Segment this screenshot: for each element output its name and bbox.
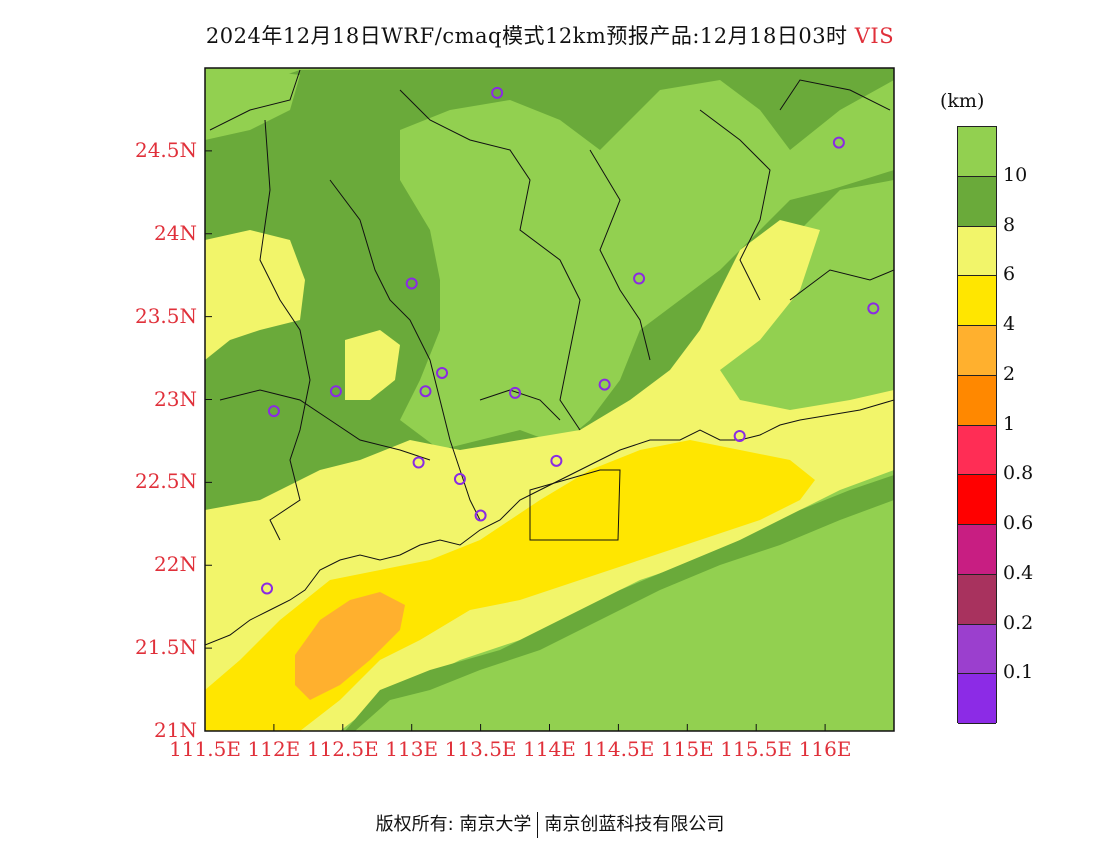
colorbar-segment [958, 475, 996, 525]
station-marker [633, 272, 646, 285]
y-tick-label: 22.5N [134, 469, 197, 494]
title-main: 2024年12月18日WRF/cmaq模式12km预报产品:12月18日03时 [205, 24, 848, 48]
colorbar-segment [958, 375, 996, 426]
y-tick-label: 23.5N [134, 303, 197, 328]
vis-band-8-10km-sea [345, 475, 894, 731]
colorbar-label: 0.1 [1003, 661, 1034, 684]
vis-band-6-8km-mid [345, 330, 400, 400]
station-marker [329, 385, 342, 398]
colorbar-segment [958, 425, 996, 476]
colorbar-label: 0.6 [1003, 512, 1034, 534]
station-marker [267, 405, 280, 418]
x-tick-label: 113E [385, 737, 439, 761]
colorbar-segment [958, 525, 996, 575]
colorbar-label: 0.8 [1003, 462, 1034, 485]
map-title: 2024年12月18日WRF/cmaq模式12km预报产品:12月18日03时 … [0, 20, 1100, 50]
station-marker [453, 473, 466, 486]
colorbar-label: 4 [1003, 313, 1016, 335]
colorbar-segment [958, 276, 996, 326]
station-marker [412, 456, 425, 469]
colorbar-label: 0.2 [1003, 611, 1034, 634]
x-tick-label: 112.5E [306, 737, 379, 761]
colorbar-segment [958, 674, 996, 724]
footer-separator [537, 812, 539, 838]
y-tick-label: 23N [154, 386, 197, 411]
station-marker [436, 366, 449, 379]
colorbar-segment [958, 326, 996, 376]
colorbar [957, 126, 997, 724]
colorbar-segment [958, 226, 996, 277]
y-tick-label: 24N [154, 220, 197, 245]
station-marker [733, 429, 746, 442]
axis-ticks [204, 150, 826, 732]
x-tick-label: 115.5E [720, 737, 793, 761]
colorbar-segment [958, 176, 996, 227]
y-tick-label: 24.5N [134, 137, 197, 162]
vis-band-gt10km-sea [355, 500, 894, 731]
station-marker [598, 378, 611, 391]
station-marker [261, 582, 274, 595]
x-tick-label: 111.5E [169, 737, 241, 761]
vis-band-6-8km-west [205, 230, 305, 360]
colorbar-label: 8 [1003, 213, 1016, 236]
x-tick-label: 112E [247, 737, 301, 761]
station-marker [867, 302, 880, 315]
station-marker [509, 386, 522, 399]
station-marker [491, 86, 504, 99]
y-tick-label: 22N [154, 552, 197, 577]
station-marker [832, 136, 845, 149]
colorbar-label: 0.4 [1003, 561, 1034, 584]
colorbar-unit: (km) [940, 90, 985, 112]
colorbar-segment [958, 127, 996, 177]
x-tick-label: 116E [798, 737, 852, 761]
x-tick-label: 114E [523, 737, 576, 761]
footer: 版权所有: 南京大学 南京创蓝科技有限公司 [0, 810, 1100, 838]
colorbar-label: 2 [1003, 362, 1016, 385]
station-marker [405, 277, 418, 290]
vis-band-gt10km-east [740, 260, 894, 420]
footer-company: 南京创蓝科技有限公司 [544, 814, 725, 835]
y-tick-label: 21.5N [134, 635, 197, 660]
station-marker [550, 454, 563, 467]
station-markers [261, 86, 880, 595]
colorbar-label: 6 [1003, 263, 1016, 286]
title-variable: VIS [854, 24, 895, 48]
footer-copyright: 版权所有: 南京大学 [375, 814, 532, 835]
station-marker [419, 385, 432, 398]
y-tick-label: 21N [154, 718, 197, 742]
x-tick-label: 114.5E [582, 737, 655, 761]
colorbar-segment [958, 624, 996, 675]
colorbar-label: 10 [1003, 163, 1028, 186]
vis-band-gt10km-north [400, 80, 894, 450]
vis-band-2-4km [295, 592, 405, 700]
colorbar-segment [958, 574, 996, 625]
station-marker [474, 509, 487, 522]
vis-band-gt10km-west [205, 70, 300, 140]
colorbar-label: 1 [1003, 412, 1016, 435]
x-tick-label: 115E [660, 737, 714, 761]
coastline-and-borders [205, 69, 894, 646]
x-tick-label: 113.5E [444, 737, 517, 761]
map-fill-layer [205, 68, 894, 731]
